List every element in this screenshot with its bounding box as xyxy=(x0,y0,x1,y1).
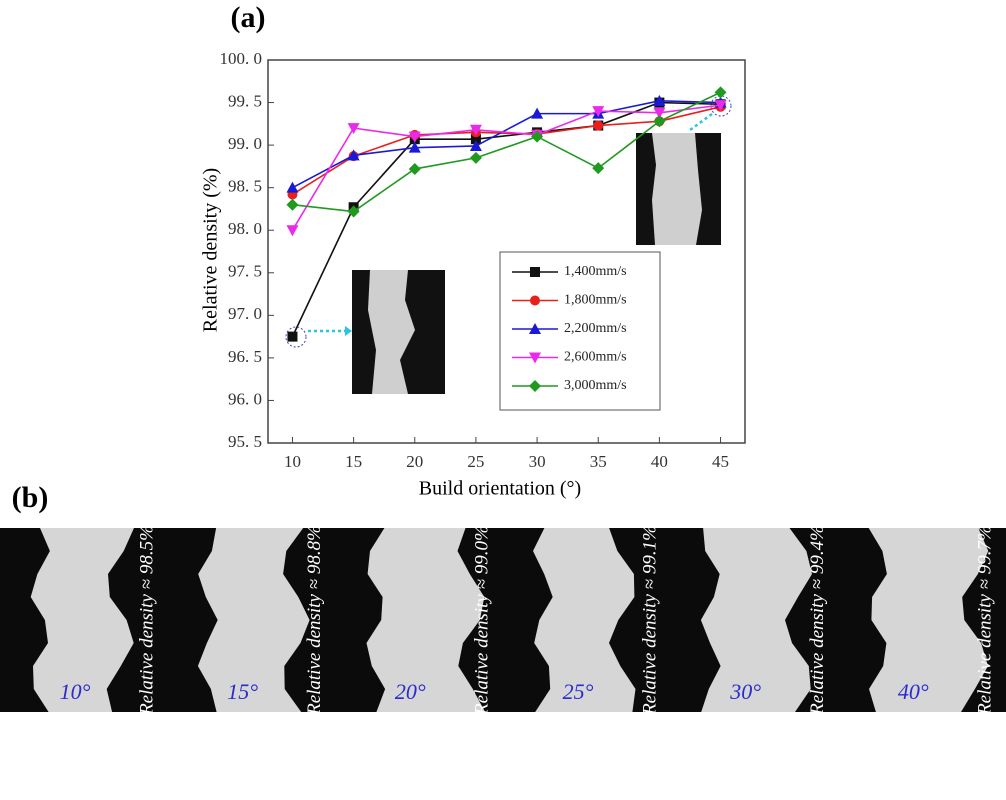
marker xyxy=(593,120,604,131)
panel-label: (a) xyxy=(231,1,266,34)
micrograph-track xyxy=(197,528,310,712)
angle-label: 10° xyxy=(60,679,91,704)
marker xyxy=(531,107,544,119)
plot-frame xyxy=(267,59,746,444)
micrograph-track xyxy=(533,528,636,712)
legend-label: 1,400mm/s xyxy=(564,264,627,279)
marker xyxy=(286,225,299,237)
micrograph-track xyxy=(700,528,812,712)
marker xyxy=(653,107,666,119)
micrograph-track xyxy=(30,528,135,712)
legend-label: 2,200mm/s xyxy=(564,321,627,336)
x-tick-label: 30 xyxy=(529,452,546,471)
y-axis-label: Relative density (%) xyxy=(200,168,222,332)
legend xyxy=(499,251,661,411)
marker xyxy=(347,205,360,218)
legend-marker xyxy=(529,380,541,392)
y-tick-label: 96. 0 xyxy=(228,389,262,408)
density-caption: Relative density ≈ 99.4% xyxy=(807,525,828,716)
y-tick-label: 98. 5 xyxy=(228,177,262,196)
y-tick-label: 97. 0 xyxy=(228,304,262,323)
marker xyxy=(286,181,299,193)
marker xyxy=(653,94,666,106)
density-caption: Relative density ≈ 99.7% xyxy=(975,525,996,716)
angle-label: 30° xyxy=(729,679,761,704)
annotation-circle xyxy=(710,95,732,117)
marker xyxy=(531,130,544,143)
x-tick-label: 45 xyxy=(712,452,729,471)
series-line xyxy=(291,101,721,337)
marker xyxy=(469,151,482,164)
x-axis-label: Build orientation (°) xyxy=(419,478,581,500)
annotation-arrow xyxy=(689,112,713,132)
x-tick-label: 35 xyxy=(590,452,607,471)
y-tick-label: 96. 5 xyxy=(228,347,262,366)
density-caption: Relative density ≈ 98.5% xyxy=(136,525,157,716)
legend-marker xyxy=(529,323,541,334)
micrograph-bg xyxy=(0,528,1006,712)
marker xyxy=(592,162,605,175)
legend-label: 3,000mm/s xyxy=(564,378,627,393)
y-tick-label: 100. 0 xyxy=(220,49,263,68)
marker xyxy=(714,100,727,112)
x-tick-label: 40 xyxy=(651,452,668,471)
y-tick-label: 99. 5 xyxy=(228,91,262,110)
marker xyxy=(408,162,421,175)
marker xyxy=(286,198,299,211)
y-tick-label: 99. 0 xyxy=(228,134,262,153)
density-caption: Relative density ≈ 98.8% xyxy=(304,525,325,716)
marker xyxy=(347,123,360,135)
density-caption: Relative density ≈ 99.1% xyxy=(639,525,660,716)
marker xyxy=(470,134,481,145)
micrograph-panel: 10° Relative density ≈ 98.5% 15° Relative d… xyxy=(0,525,1006,716)
inset-track xyxy=(652,133,702,245)
marker xyxy=(469,124,482,136)
angle-label: 25° xyxy=(563,679,594,704)
panel-label: (b) xyxy=(12,481,49,514)
annotation-circle xyxy=(285,326,307,348)
angle-label: 40° xyxy=(898,679,929,704)
x-tick-label: 10 xyxy=(284,452,301,471)
legend-label: 2,600mm/s xyxy=(564,350,627,365)
series-line xyxy=(292,100,721,189)
angle-label: 15° xyxy=(227,679,258,704)
annotation-arrow-head xyxy=(345,326,352,336)
legend-marker xyxy=(529,352,541,364)
micrograph-track xyxy=(366,528,486,712)
micrograph-track xyxy=(868,528,989,712)
marker xyxy=(714,86,727,99)
legend-marker xyxy=(530,267,540,277)
marker xyxy=(408,131,421,143)
series-line xyxy=(291,104,721,231)
y-tick-label: 95. 5 xyxy=(228,432,262,451)
marker xyxy=(469,139,482,151)
marker xyxy=(347,149,360,161)
y-tick-label: 98. 0 xyxy=(228,219,262,238)
marker xyxy=(592,106,605,118)
angle-label: 20° xyxy=(395,679,426,704)
legend-marker xyxy=(530,295,540,306)
marker xyxy=(653,115,666,128)
inset-track xyxy=(368,270,415,394)
series-line xyxy=(292,106,721,196)
marker xyxy=(287,331,298,342)
density-caption: Relative density ≈ 99.0% xyxy=(472,525,493,716)
legend-label: 1,800mm/s xyxy=(564,293,627,308)
y-tick-label: 97. 5 xyxy=(228,262,262,281)
x-tick-label: 15 xyxy=(345,452,362,471)
marker xyxy=(408,141,421,153)
x-tick-label: 25 xyxy=(467,452,484,471)
series-line xyxy=(292,91,721,213)
x-tick-label: 20 xyxy=(406,452,423,471)
